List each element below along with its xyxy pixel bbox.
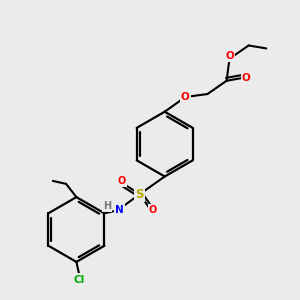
Text: O: O [225,51,234,61]
Text: O: O [181,92,190,102]
Text: O: O [118,176,126,186]
Text: Cl: Cl [74,274,85,285]
Text: O: O [149,206,157,215]
Text: H: H [103,201,111,211]
Text: N: N [115,206,124,215]
Text: O: O [242,73,251,83]
Text: S: S [135,188,144,201]
